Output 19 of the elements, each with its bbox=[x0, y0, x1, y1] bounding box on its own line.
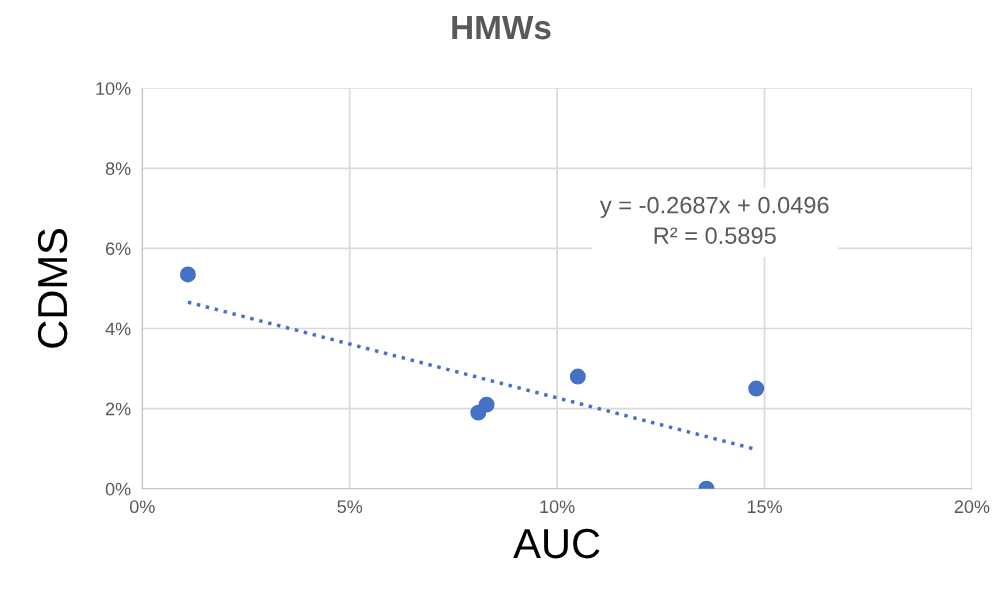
x-tick-label: 20% bbox=[954, 500, 990, 514]
y-tick-label: 0% bbox=[105, 482, 131, 496]
y-axis-title: CDMS bbox=[37, 229, 68, 348]
point bbox=[478, 396, 495, 413]
y-tick-label: 2% bbox=[105, 402, 131, 416]
x-tick-label: 10% bbox=[540, 500, 575, 514]
point bbox=[569, 368, 586, 385]
x-tick-label: 15% bbox=[747, 500, 782, 514]
annotation: y = -0.2687x + 0.0496 R² = 0.5895 bbox=[599, 196, 829, 244]
point bbox=[179, 266, 196, 283]
y-tick-label: 10% bbox=[96, 82, 131, 95]
x-tick-label: 0% bbox=[129, 500, 155, 514]
y-tick-label: 8% bbox=[105, 162, 131, 176]
x-tick-label: 5% bbox=[337, 500, 363, 514]
x-axis-title: AUC bbox=[513, 528, 600, 559]
point bbox=[748, 380, 765, 397]
chart-title: HMWs bbox=[452, 16, 551, 40]
y-tick-label: 6% bbox=[105, 242, 131, 256]
y-tick-label: 4% bbox=[105, 322, 131, 336]
